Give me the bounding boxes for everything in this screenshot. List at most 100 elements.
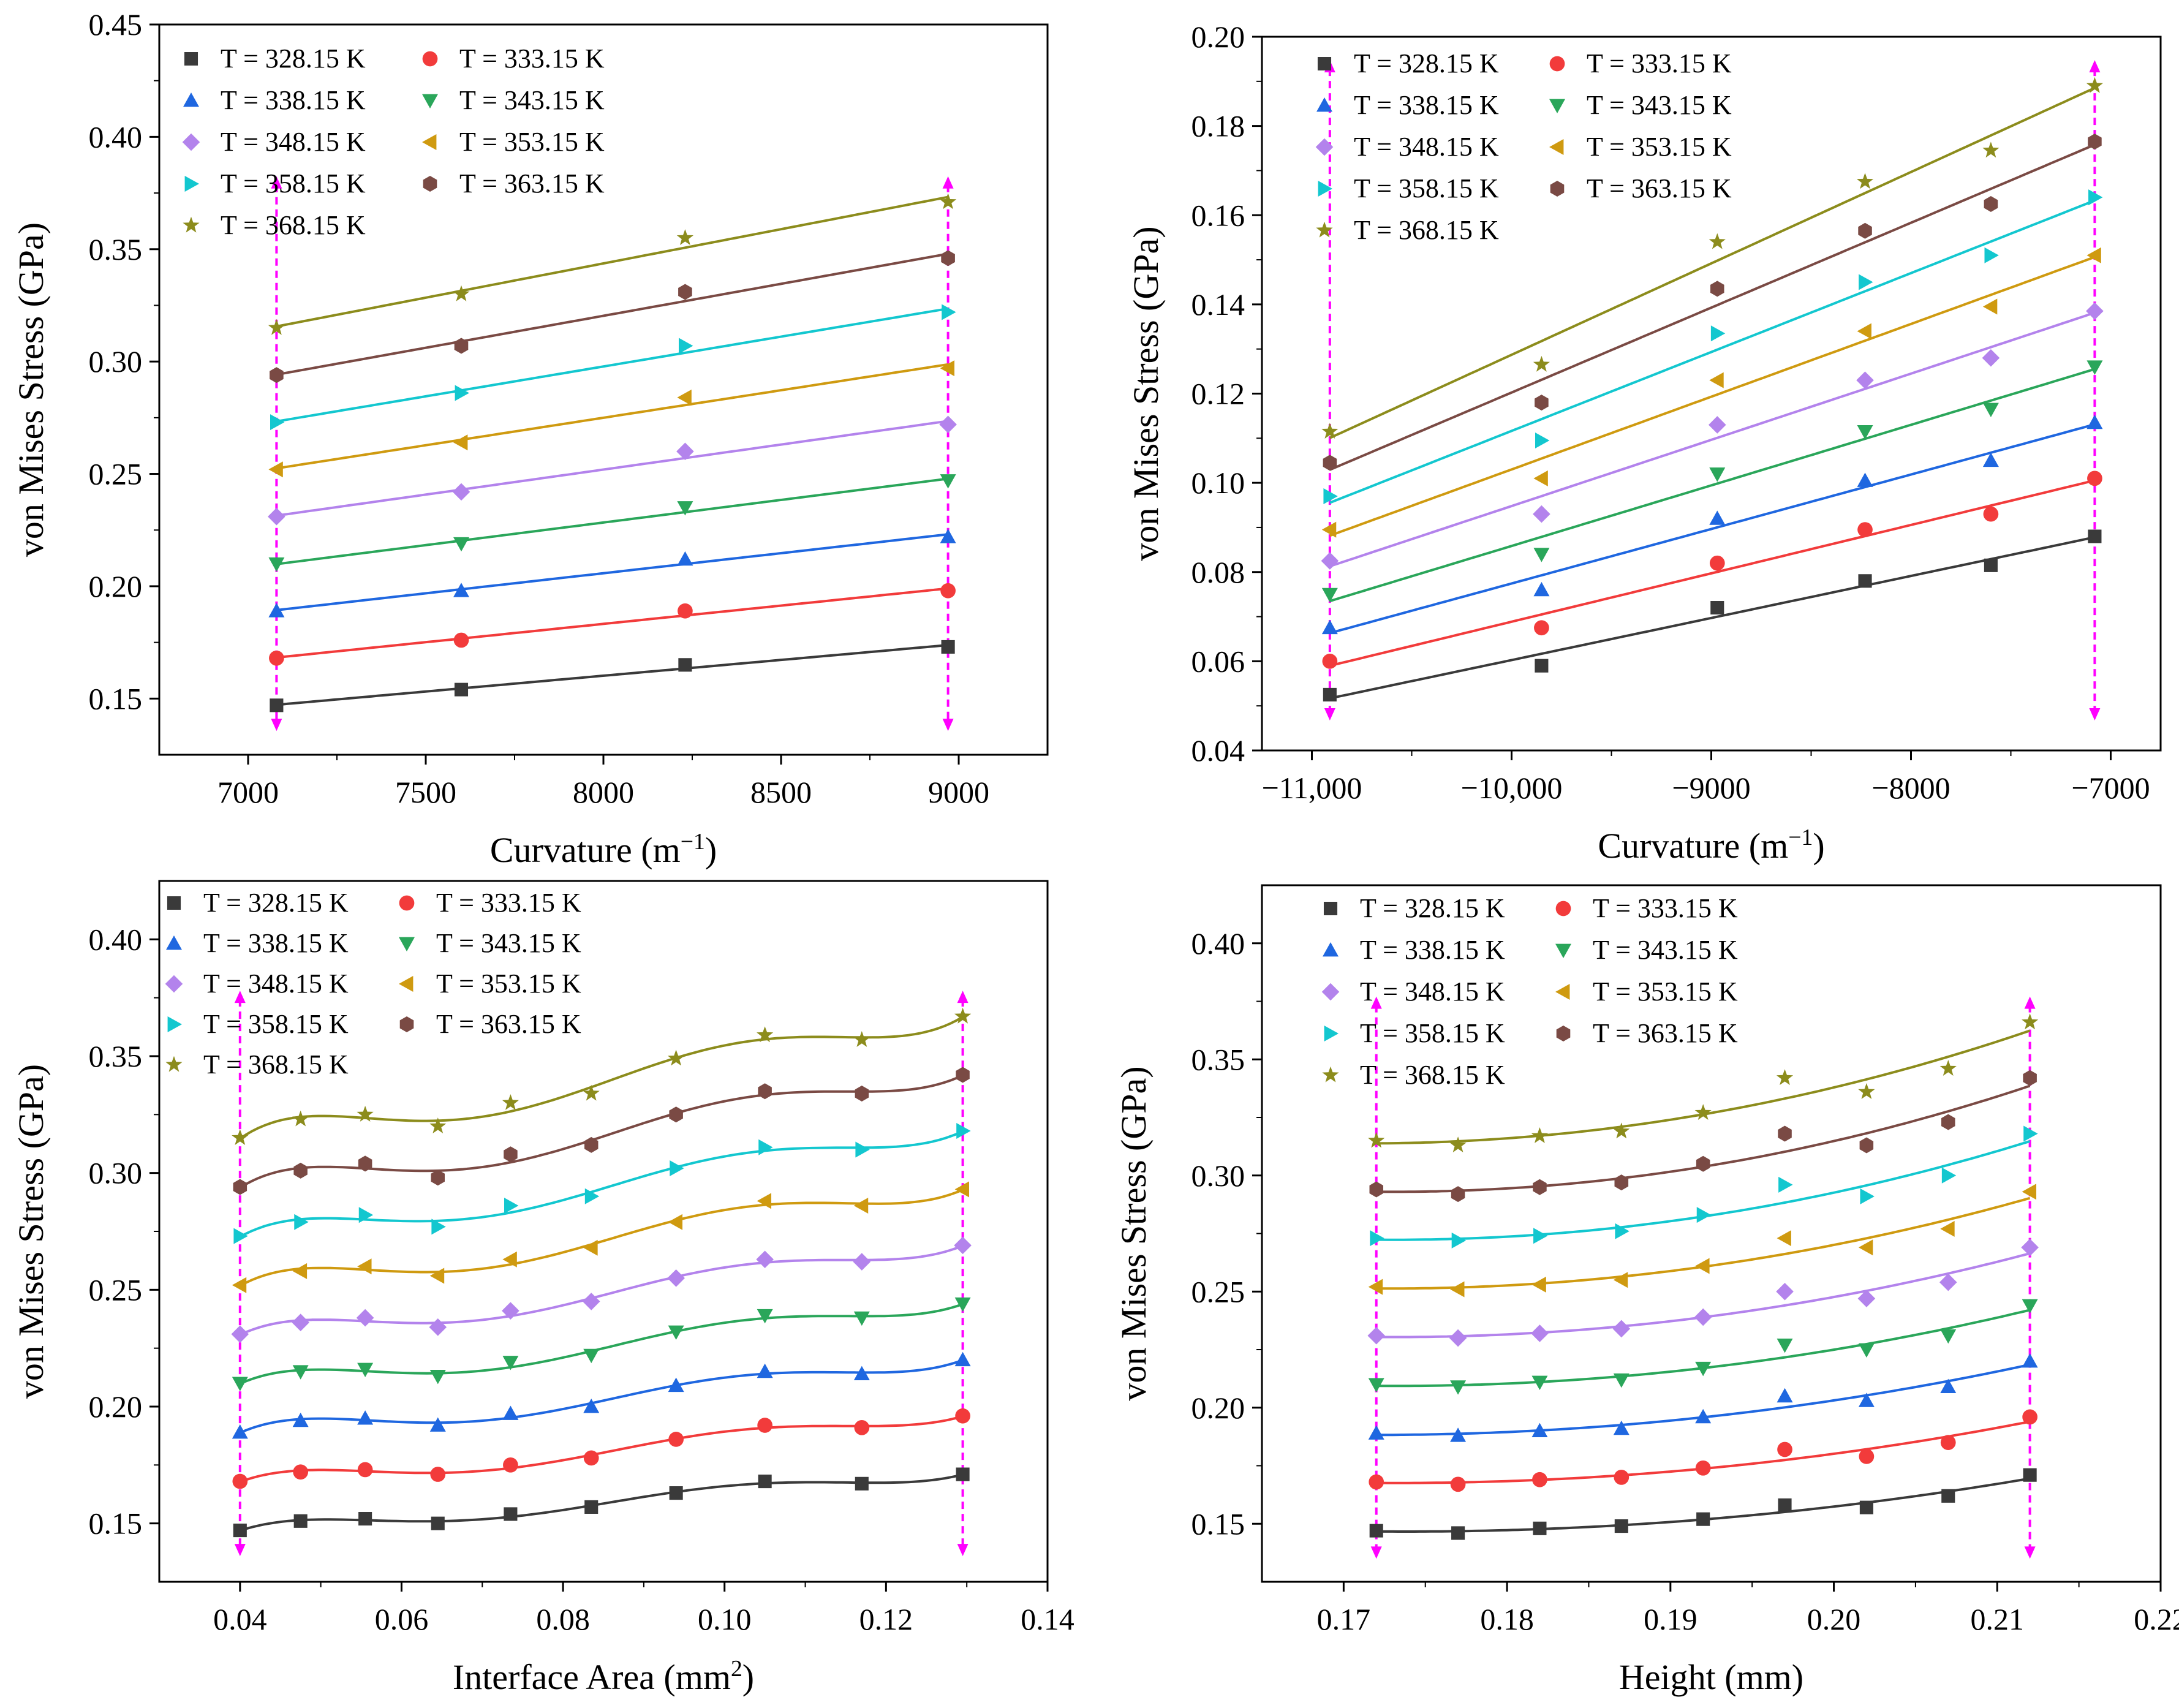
series-328.15	[1323, 529, 2102, 702]
data-point	[2023, 1125, 2038, 1142]
data-point	[270, 367, 284, 384]
data-point	[1708, 416, 1726, 434]
data-point	[1451, 1232, 1467, 1249]
x-tick-label: 8000	[573, 775, 634, 809]
data-point	[1709, 555, 1725, 571]
fit-line	[276, 477, 948, 565]
data-point	[502, 1302, 519, 1320]
range-bracket-arrow-down	[234, 1544, 246, 1557]
x-tick-label: 0.12	[859, 1602, 913, 1636]
range-bracket-arrow-down	[2089, 708, 2101, 720]
data-point	[678, 603, 693, 619]
series-343.15	[232, 1297, 971, 1391]
data-point	[1322, 654, 1338, 669]
data-point	[1531, 1324, 1549, 1342]
data-point	[233, 1179, 247, 1195]
legend-marker	[182, 133, 200, 151]
data-point	[1856, 173, 1874, 189]
legend-marker	[423, 176, 437, 192]
legend-label: T = 348.15 K	[203, 969, 349, 999]
data-point	[294, 1214, 309, 1230]
data-point	[1777, 1230, 1791, 1247]
data-point	[502, 1251, 517, 1268]
fit-line	[1329, 199, 2096, 504]
data-point	[756, 1250, 774, 1269]
data-point	[232, 1424, 248, 1439]
data-point	[429, 1417, 446, 1432]
x-tick-label: 9000	[928, 775, 989, 809]
data-point	[1860, 1188, 1875, 1204]
data-point	[431, 1219, 446, 1235]
chart-panel-4: 0.17 0.18 0.19 0.20 0.21 0.22 0.15 0.20 0.25 0.30…	[1114, 884, 2179, 1697]
legend-label: T = 358.15 K	[1360, 1018, 1505, 1048]
data-point	[1450, 1476, 1466, 1492]
data-point	[1858, 1083, 1875, 1099]
y-tick-label: 0.25	[1191, 1274, 1245, 1309]
data-point	[954, 1007, 972, 1024]
fit-line	[276, 420, 948, 517]
series-363.15	[233, 1067, 970, 1195]
data-point	[670, 1160, 684, 1177]
data-point	[1531, 1423, 1548, 1438]
data-point	[503, 1457, 518, 1473]
data-point	[1368, 1425, 1384, 1440]
data-point	[1858, 1343, 1875, 1358]
range-bracket-arrow-up	[2024, 996, 2036, 1009]
data-point	[1369, 1524, 1383, 1538]
data-point	[2022, 1353, 2038, 1368]
data-point	[268, 319, 285, 335]
y-axis-label: von Mises Stress (GPa)	[1126, 226, 1166, 561]
x-tick-label: −10,000	[1461, 771, 1563, 805]
data-point	[1614, 1174, 1629, 1191]
y-tick-label: 0.40	[1191, 926, 1245, 961]
data-point	[677, 551, 693, 566]
data-point	[676, 442, 694, 461]
x-axis-label: Curvature (m−1)	[1598, 825, 1824, 866]
data-point	[453, 583, 469, 597]
data-point	[2022, 1299, 2038, 1313]
legend-marker	[1556, 1026, 1571, 1041]
data-point	[502, 1405, 519, 1420]
series-363.15	[270, 250, 955, 384]
data-point	[855, 1141, 870, 1158]
data-point	[452, 483, 470, 501]
x-axis-label: Interface Area (mm2)	[453, 1656, 754, 1697]
data-point	[357, 1106, 374, 1122]
legend-label: T = 353.15 K	[436, 969, 581, 999]
data-point	[1323, 687, 1337, 702]
legend-label: T = 368.15 K	[221, 210, 366, 240]
legend-label: T = 333.15 K	[459, 43, 605, 74]
fit-line	[1329, 368, 2095, 603]
y-tick-label: 0.25	[89, 457, 143, 491]
data-point	[1778, 1125, 1792, 1142]
fit-line	[1329, 479, 2095, 667]
fit-line	[276, 195, 948, 328]
data-point	[1451, 1526, 1465, 1540]
x-tick-label: 0.08	[536, 1602, 590, 1636]
series-333.15	[232, 1408, 970, 1489]
legend-marker	[167, 1016, 182, 1032]
legend-label: T = 338.15 K	[221, 85, 366, 115]
y-tick-label: 0.40	[89, 922, 143, 956]
data-point	[1857, 472, 1873, 487]
series-343.15	[268, 474, 956, 572]
legend-marker	[422, 134, 437, 150]
legend: T = 328.15 K T = 333.15 K T = 338.15 K T = …	[165, 888, 581, 1079]
data-point	[454, 682, 469, 697]
data-point	[1321, 521, 1337, 538]
data-point	[292, 1365, 309, 1380]
legend-label: T = 328.15 K	[1360, 893, 1505, 923]
legend-marker	[1550, 181, 1565, 197]
data-point	[356, 1309, 374, 1327]
fit-line	[1329, 535, 2095, 700]
series-338.15	[1321, 414, 2103, 635]
data-point	[940, 360, 954, 377]
data-point	[584, 1136, 599, 1153]
legend-marker	[399, 895, 415, 911]
legend-marker	[1315, 138, 1334, 156]
range-bracket-arrow-down	[957, 1544, 969, 1557]
data-point	[758, 1083, 772, 1100]
legend-label: T = 328.15 K	[1354, 48, 1499, 78]
legend-label: T = 338.15 K	[1354, 90, 1499, 120]
